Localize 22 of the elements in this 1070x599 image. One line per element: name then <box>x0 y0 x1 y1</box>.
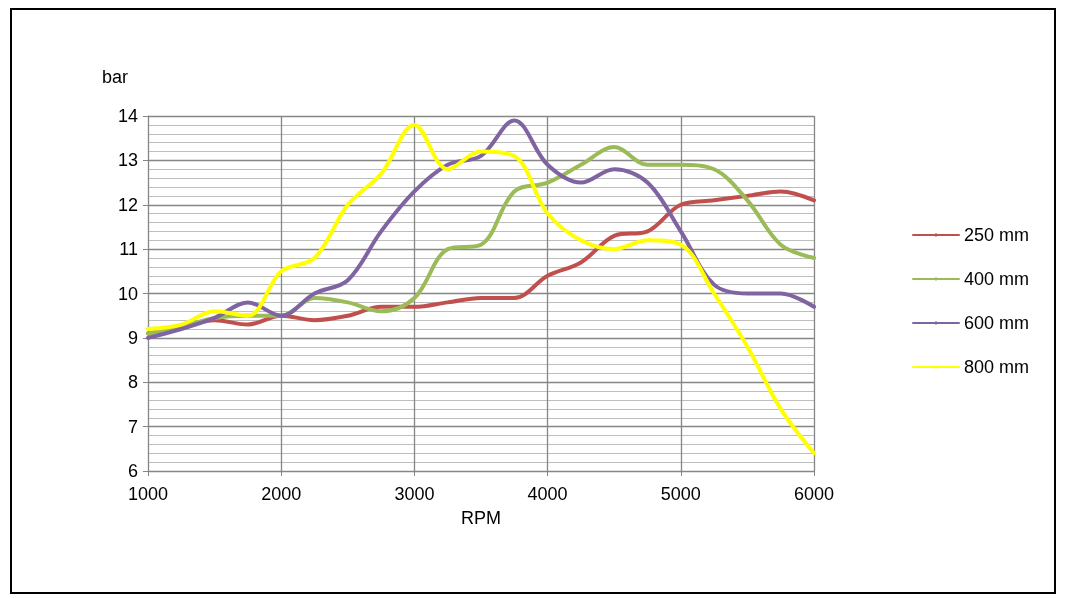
y-axis-title: bar <box>101 67 129 87</box>
x-tick-label: 6000 <box>793 484 835 504</box>
y-tick-label: 13 <box>117 150 138 171</box>
y-tick-label: 14 <box>117 106 138 126</box>
y-tick-label: 11 <box>119 239 138 260</box>
line-series <box>146 122 816 456</box>
x-tick-label: 2000 <box>261 484 302 504</box>
x-tick-label: 3000 <box>394 484 435 504</box>
legend-label: 250 mm <box>963 225 1030 245</box>
x-tick-label: 5000 <box>660 484 701 504</box>
x-tick-label: 1000 <box>127 484 169 504</box>
legend-label: 400 mm <box>963 269 1030 289</box>
x-axis-title: RPM <box>461 508 501 528</box>
y-tick-label: 8 <box>127 372 138 393</box>
y-tick-label: 7 <box>127 416 138 437</box>
legend-label: 600 mm <box>963 313 1030 333</box>
legend-label: 800 mm <box>963 357 1030 377</box>
x-tick-label: 4000 <box>527 484 568 504</box>
y-tick-label: 6 <box>127 461 138 481</box>
y-tick-label: 9 <box>127 327 138 348</box>
y-tick-label: 12 <box>117 194 138 215</box>
y-tick-label: 10 <box>117 283 138 304</box>
